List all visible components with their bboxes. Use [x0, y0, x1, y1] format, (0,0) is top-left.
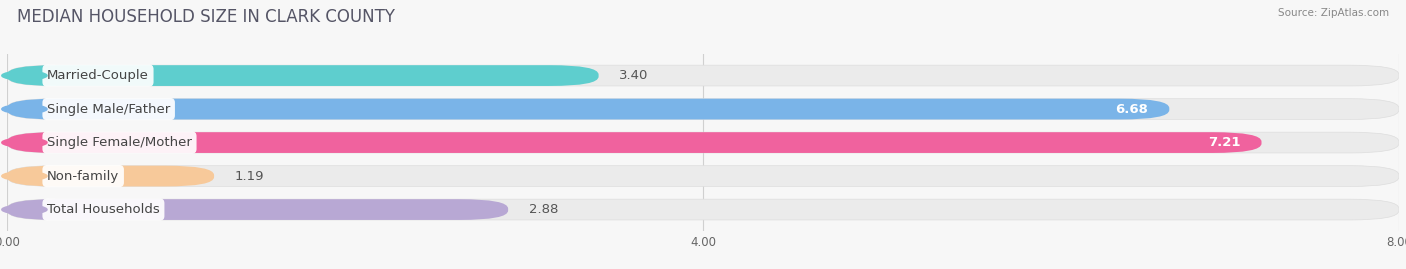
FancyBboxPatch shape — [7, 199, 1399, 220]
FancyBboxPatch shape — [7, 199, 508, 220]
FancyBboxPatch shape — [7, 132, 1399, 153]
Text: 1.19: 1.19 — [235, 169, 264, 183]
Circle shape — [1, 205, 46, 214]
Text: MEDIAN HOUSEHOLD SIZE IN CLARK COUNTY: MEDIAN HOUSEHOLD SIZE IN CLARK COUNTY — [17, 8, 395, 26]
FancyBboxPatch shape — [7, 65, 599, 86]
Circle shape — [1, 71, 46, 80]
Text: Total Households: Total Households — [46, 203, 160, 216]
FancyBboxPatch shape — [7, 132, 1261, 153]
FancyBboxPatch shape — [7, 99, 1170, 119]
Circle shape — [1, 105, 46, 114]
FancyBboxPatch shape — [7, 166, 1399, 186]
FancyBboxPatch shape — [7, 99, 1399, 119]
Text: Single Female/Mother: Single Female/Mother — [46, 136, 193, 149]
Text: 2.88: 2.88 — [529, 203, 558, 216]
Text: 6.68: 6.68 — [1115, 102, 1149, 116]
Text: 3.40: 3.40 — [620, 69, 648, 82]
Text: Non-family: Non-family — [46, 169, 120, 183]
Text: Married-Couple: Married-Couple — [46, 69, 149, 82]
FancyBboxPatch shape — [7, 166, 214, 186]
FancyBboxPatch shape — [7, 65, 1399, 86]
Text: Source: ZipAtlas.com: Source: ZipAtlas.com — [1278, 8, 1389, 18]
Circle shape — [1, 172, 46, 180]
Text: 7.21: 7.21 — [1208, 136, 1240, 149]
Text: Single Male/Father: Single Male/Father — [46, 102, 170, 116]
Circle shape — [1, 138, 46, 147]
